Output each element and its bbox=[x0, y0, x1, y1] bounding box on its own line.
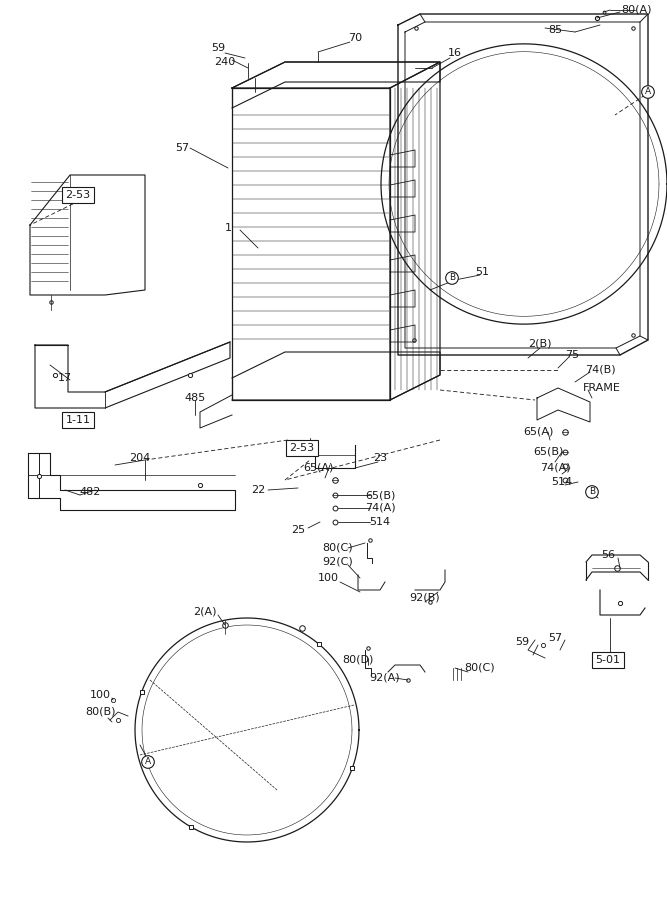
Text: 57: 57 bbox=[548, 633, 562, 643]
Text: B: B bbox=[449, 274, 455, 283]
Text: 65(A): 65(A) bbox=[303, 463, 334, 473]
Text: 57: 57 bbox=[175, 143, 189, 153]
Text: 80(C): 80(C) bbox=[465, 663, 496, 673]
Text: 204: 204 bbox=[129, 453, 151, 463]
Text: 74(A): 74(A) bbox=[365, 503, 396, 513]
Text: A: A bbox=[145, 758, 151, 767]
Text: 70: 70 bbox=[348, 33, 362, 43]
Text: 1-11: 1-11 bbox=[65, 415, 91, 425]
Text: 23: 23 bbox=[373, 453, 387, 463]
Text: 5-01: 5-01 bbox=[596, 655, 620, 665]
Text: 2(B): 2(B) bbox=[528, 339, 552, 349]
Text: 85: 85 bbox=[548, 25, 562, 35]
Text: 2-53: 2-53 bbox=[289, 443, 315, 453]
Text: 80(B): 80(B) bbox=[85, 707, 115, 717]
Text: 25: 25 bbox=[291, 525, 305, 535]
Text: 240: 240 bbox=[214, 57, 235, 67]
Text: 74(A): 74(A) bbox=[540, 463, 570, 473]
Text: 1: 1 bbox=[225, 223, 231, 233]
Text: 92(A): 92(A) bbox=[370, 673, 400, 683]
Text: 100: 100 bbox=[89, 690, 111, 700]
Text: 514: 514 bbox=[552, 477, 572, 487]
Text: 17: 17 bbox=[58, 373, 72, 383]
Text: FRAME: FRAME bbox=[583, 383, 621, 393]
Text: 485: 485 bbox=[184, 393, 205, 403]
Text: A: A bbox=[645, 87, 651, 96]
Text: 51: 51 bbox=[475, 267, 489, 277]
Text: 59: 59 bbox=[515, 637, 529, 647]
Text: 74(B): 74(B) bbox=[585, 365, 616, 375]
Text: B: B bbox=[589, 488, 595, 497]
Text: 65(A): 65(A) bbox=[523, 427, 553, 437]
Text: 92(C): 92(C) bbox=[323, 557, 354, 567]
Text: 65(B): 65(B) bbox=[365, 490, 395, 500]
Text: 16: 16 bbox=[448, 48, 462, 58]
Text: 80(A): 80(A) bbox=[622, 5, 652, 15]
Text: 65(B): 65(B) bbox=[533, 447, 563, 457]
Text: 22: 22 bbox=[251, 485, 265, 495]
Text: 514: 514 bbox=[370, 517, 391, 527]
Text: 80(D): 80(D) bbox=[342, 655, 374, 665]
Text: 92(B): 92(B) bbox=[410, 593, 440, 603]
Text: 56: 56 bbox=[601, 550, 615, 560]
Text: 80(C): 80(C) bbox=[323, 543, 354, 553]
Text: 2-53: 2-53 bbox=[65, 190, 91, 200]
Text: 100: 100 bbox=[317, 573, 338, 583]
Text: 2(A): 2(A) bbox=[193, 607, 217, 617]
Text: 59: 59 bbox=[211, 43, 225, 53]
Text: 75: 75 bbox=[565, 350, 579, 360]
Text: 482: 482 bbox=[79, 487, 101, 497]
